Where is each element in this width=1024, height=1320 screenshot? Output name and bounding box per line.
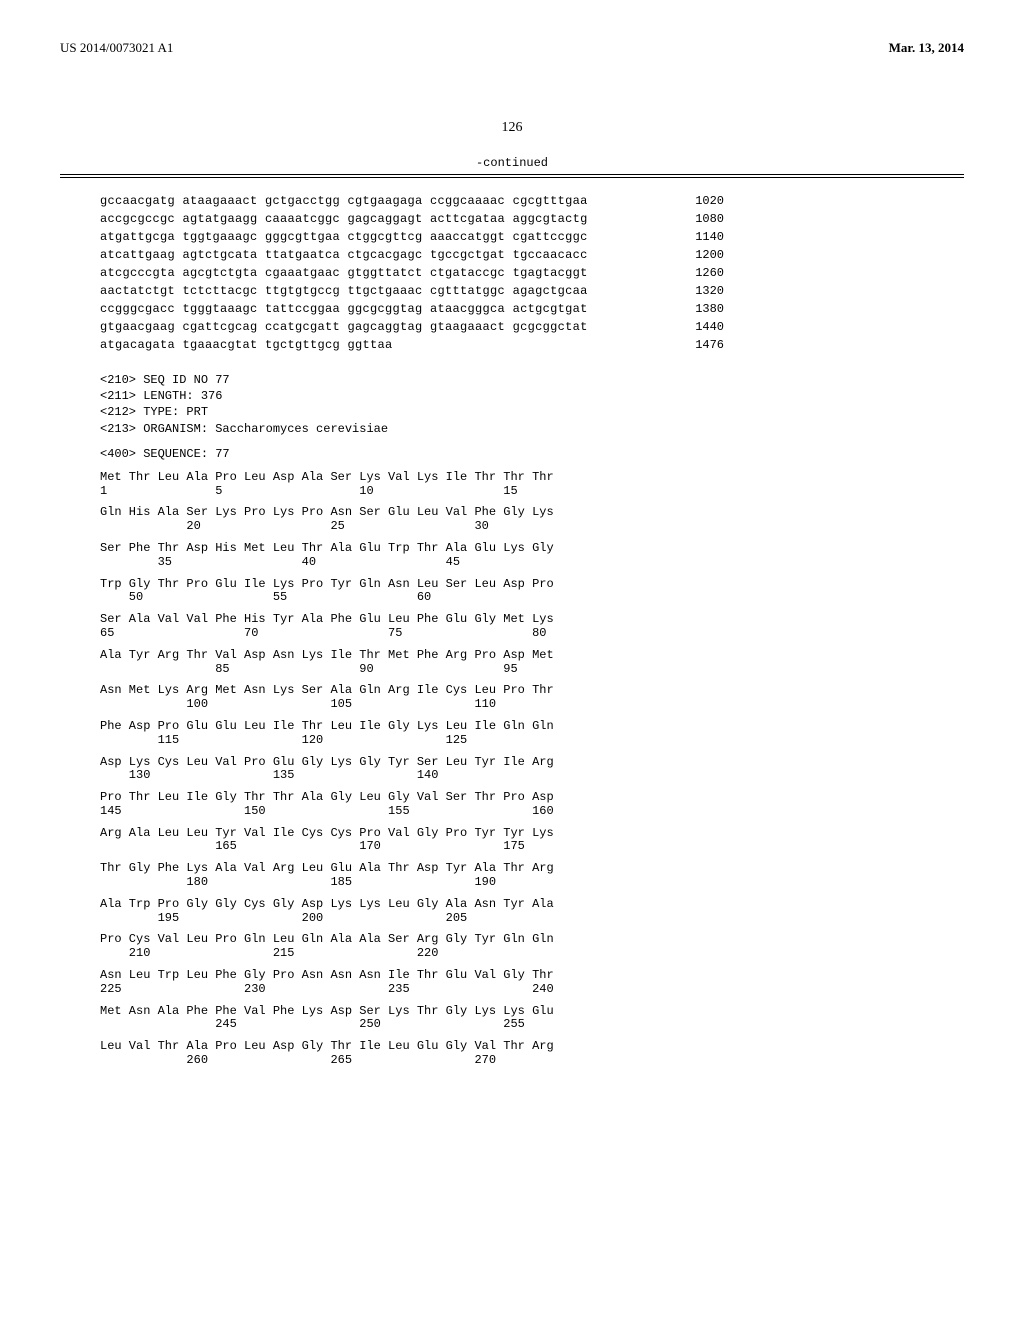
dna-sequence-text: ccgggcgacc tgggtaaagc tattccggaa ggcgcgg… bbox=[100, 300, 588, 318]
dna-position: 1320 bbox=[675, 282, 724, 300]
dna-row: atgacagata tgaaacgtat tgctgttgcg ggttaa 1… bbox=[100, 336, 724, 354]
dna-row: aactatctgt tctcttacgc ttgtgtgccg ttgctga… bbox=[100, 282, 724, 300]
dna-row: gccaacgatg ataagaaact gctgacctgg cgtgaag… bbox=[100, 192, 724, 210]
dna-sequence-text: gccaacgatg ataagaaact gctgacctgg cgtgaag… bbox=[100, 192, 588, 210]
protein-row: Ser Ala Val Val Phe His Tyr Ala Phe Glu … bbox=[100, 613, 964, 641]
dna-sequence-text: accgcgccgc agtatgaagg caaaatcggc gagcagg… bbox=[100, 210, 588, 228]
dna-sequence-text: atgacagata tgaaacgtat tgctgttgcg ggttaa bbox=[100, 336, 393, 354]
protein-row: Trp Gly Thr Pro Glu Ile Lys Pro Tyr Gln … bbox=[100, 578, 964, 606]
continued-label: -continued bbox=[60, 156, 964, 170]
dna-position: 1200 bbox=[675, 246, 724, 264]
dna-sequence-text: gtgaacgaag cgattcgcag ccatgcgatt gagcagg… bbox=[100, 318, 588, 336]
page-header: US 2014/0073021 A1 Mar. 13, 2014 bbox=[60, 40, 964, 90]
protein-row: Asp Lys Cys Leu Val Pro Glu Gly Lys Gly … bbox=[100, 756, 964, 784]
dna-sequence-block: gccaacgatg ataagaaact gctgacctgg cgtgaag… bbox=[60, 192, 964, 354]
publication-number: US 2014/0073021 A1 bbox=[60, 40, 173, 56]
sequence-label: <400> SEQUENCE: 77 bbox=[100, 447, 964, 461]
dna-row: accgcgccgc agtatgaagg caaaatcggc gagcagg… bbox=[100, 210, 724, 228]
protein-row: Arg Ala Leu Leu Tyr Val Ile Cys Cys Pro … bbox=[100, 827, 964, 855]
protein-row: Asn Leu Trp Leu Phe Gly Pro Asn Asn Asn … bbox=[100, 969, 964, 997]
dna-row: ccgggcgacc tgggtaaagc tattccggaa ggcgcgg… bbox=[100, 300, 724, 318]
dna-sequence-text: atcattgaag agtctgcata ttatgaatca ctgcacg… bbox=[100, 246, 588, 264]
protein-row: Ala Tyr Arg Thr Val Asp Asn Lys Ile Thr … bbox=[100, 649, 964, 677]
protein-sequence-block: Met Thr Leu Ala Pro Leu Asp Ala Ser Lys … bbox=[60, 471, 964, 1068]
dna-position: 1380 bbox=[675, 300, 724, 318]
dna-row: atcgcccgta agcgtctgta cgaaatgaac gtggtta… bbox=[100, 264, 724, 282]
dna-row: gtgaacgaag cgattcgcag ccatgcgatt gagcagg… bbox=[100, 318, 724, 336]
dna-row: atgattgcga tggtgaaagc gggcgttgaa ctggcgt… bbox=[100, 228, 724, 246]
protein-row: Ala Trp Pro Gly Gly Cys Gly Asp Lys Lys … bbox=[100, 898, 964, 926]
publication-date: Mar. 13, 2014 bbox=[889, 40, 964, 56]
protein-row: Gln His Ala Ser Lys Pro Lys Pro Asn Ser … bbox=[100, 506, 964, 534]
dna-position: 1140 bbox=[675, 228, 724, 246]
sequence-meta: <210> SEQ ID NO 77 <211> LENGTH: 376 <21… bbox=[100, 372, 964, 437]
protein-row: Leu Val Thr Ala Pro Leu Asp Gly Thr Ile … bbox=[100, 1040, 964, 1068]
dna-position: 1440 bbox=[675, 318, 724, 336]
dna-sequence-text: atcgcccgta agcgtctgta cgaaatgaac gtggtta… bbox=[100, 264, 588, 282]
protein-row: Thr Gly Phe Lys Ala Val Arg Leu Glu Ala … bbox=[100, 862, 964, 890]
divider-top-inner bbox=[60, 177, 964, 178]
protein-row: Met Asn Ala Phe Phe Val Phe Lys Asp Ser … bbox=[100, 1005, 964, 1033]
page-number: 126 bbox=[60, 120, 964, 136]
divider-top-outer bbox=[60, 174, 964, 175]
dna-sequence-text: aactatctgt tctcttacgc ttgtgtgccg ttgctga… bbox=[100, 282, 588, 300]
protein-row: Pro Thr Leu Ile Gly Thr Thr Ala Gly Leu … bbox=[100, 791, 964, 819]
protein-row: Pro Cys Val Leu Pro Gln Leu Gln Ala Ala … bbox=[100, 933, 964, 961]
dna-position: 1476 bbox=[675, 336, 724, 354]
protein-row: Met Thr Leu Ala Pro Leu Asp Ala Ser Lys … bbox=[100, 471, 964, 499]
protein-row: Asn Met Lys Arg Met Asn Lys Ser Ala Gln … bbox=[100, 684, 964, 712]
dna-position: 1020 bbox=[675, 192, 724, 210]
dna-sequence-text: atgattgcga tggtgaaagc gggcgttgaa ctggcgt… bbox=[100, 228, 588, 246]
dna-position: 1260 bbox=[675, 264, 724, 282]
dna-row: atcattgaag agtctgcata ttatgaatca ctgcacg… bbox=[100, 246, 724, 264]
protein-row: Ser Phe Thr Asp His Met Leu Thr Ala Glu … bbox=[100, 542, 964, 570]
dna-position: 1080 bbox=[675, 210, 724, 228]
protein-row: Phe Asp Pro Glu Glu Leu Ile Thr Leu Ile … bbox=[100, 720, 964, 748]
